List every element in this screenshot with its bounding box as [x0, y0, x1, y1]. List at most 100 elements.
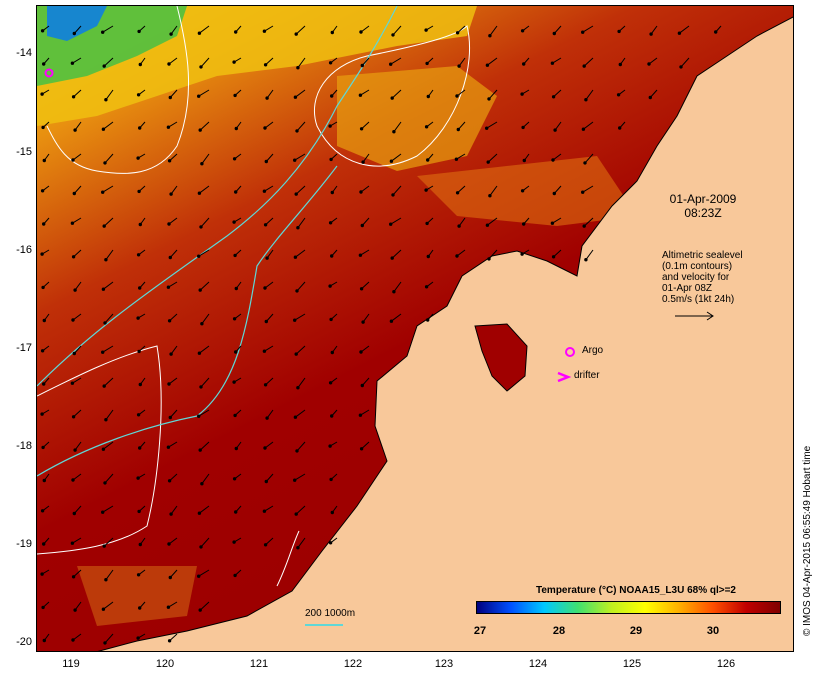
velocity-arrow-head	[520, 252, 524, 256]
velocity-arrow-head	[137, 349, 141, 354]
sealevel-contour	[313, 25, 471, 167]
velocity-arrow-head	[328, 284, 332, 288]
velocity-arrow	[585, 249, 594, 260]
velocity-arrow-head	[264, 159, 269, 164]
velocity-arrow	[295, 25, 306, 35]
velocity-arrow-head	[71, 95, 76, 99]
velocity-arrow-head	[73, 608, 77, 612]
velocity-arrow-head	[262, 509, 267, 513]
sealevel-contour	[46, 6, 189, 174]
velocity-arrow-head	[426, 254, 430, 259]
argo-marker-west	[44, 68, 54, 78]
velocity-arrow-head	[360, 63, 364, 68]
velocity-arrow	[296, 121, 306, 132]
velocity-arrow	[102, 185, 114, 193]
king-sound	[474, 323, 528, 392]
lon-label: 120	[155, 658, 175, 670]
velocity-arrow-head	[199, 65, 203, 69]
velocity-arrow-head	[389, 159, 394, 163]
sealevel-contour	[276, 530, 300, 587]
velocity-arrow	[294, 153, 306, 161]
date-label: 01-Apr-2009	[669, 192, 737, 206]
velocity-arrow-head	[330, 510, 334, 515]
lon-label: 119	[62, 658, 80, 670]
velocity-arrow-head	[234, 30, 238, 34]
velocity-arrow-head	[137, 189, 141, 194]
velocity-arrow-head	[167, 62, 171, 66]
velocity-arrow-head	[264, 479, 269, 484]
velocity-arrow-head	[294, 512, 298, 516]
velocity-arrow-head	[136, 93, 141, 97]
velocity-arrow	[103, 121, 114, 130]
velocity-arrow-head	[455, 191, 460, 195]
velocity-arrow-head	[328, 444, 332, 448]
velocity-arrow-head	[329, 317, 333, 322]
velocity-arrow-head	[232, 380, 236, 384]
velocity-arrow	[200, 537, 210, 548]
velocity-arrow-head	[169, 32, 173, 36]
velocity-arrow-head	[104, 578, 108, 582]
velocity-arrow-head	[168, 575, 173, 580]
velocity-arrow-head	[328, 541, 333, 545]
velocity-arrow-head	[296, 226, 300, 230]
velocity-arrow-head	[102, 224, 106, 228]
velocity-arrow-head	[618, 126, 622, 130]
altimetry-line: Altimetric sealevel	[662, 250, 743, 261]
altimetry-line: 01-Apr 08Z	[662, 283, 713, 294]
velocity-arrow-head	[485, 63, 490, 67]
velocity-arrow-head	[40, 349, 45, 353]
velocity-arrow	[102, 345, 114, 353]
altimetry-line: and velocity for	[662, 272, 730, 283]
velocity-arrow-head	[168, 95, 173, 100]
velocity-arrow-head	[293, 478, 297, 482]
velocity-arrow	[297, 57, 306, 68]
sst-map[interactable]	[36, 5, 794, 652]
velocity-arrow	[104, 313, 114, 324]
velocity-arrow	[390, 217, 402, 225]
velocity-arrow-head	[101, 510, 105, 514]
velocity-arrow-head	[166, 445, 171, 449]
velocity-arrow	[390, 57, 402, 65]
velocity-arrow-head	[102, 544, 106, 548]
velocity-arrow	[103, 377, 114, 387]
velocity-arrow	[295, 249, 306, 258]
velocity-arrow-head	[103, 321, 107, 325]
velocity-arrow-head	[330, 190, 334, 195]
velocity-arrow-head	[199, 545, 203, 549]
orange-patch-mid	[417, 156, 637, 226]
velocity-arrow	[199, 121, 210, 131]
velocity-arrow-head	[137, 509, 141, 514]
velocity-arrow	[583, 121, 594, 130]
velocity-arrow-head	[522, 62, 526, 66]
velocity-arrow-head	[359, 447, 364, 451]
velocity-arrow	[294, 473, 306, 481]
image-date: 01-Apr-2009 08:23Z	[648, 192, 758, 220]
velocity-arrow-head	[581, 190, 585, 194]
velocity-arrow-head	[138, 606, 142, 610]
velocity-arrow-head	[358, 253, 363, 257]
velocity-arrow-head	[522, 158, 526, 163]
velocity-arrow-head	[677, 31, 682, 35]
velocity-arrow-head	[583, 161, 587, 165]
velocity-arrow	[200, 217, 210, 228]
colorbar-tick: 27	[473, 625, 487, 637]
velocity-arrow	[391, 249, 402, 259]
velocity-arrow-head	[166, 285, 171, 289]
velocity-arrow-head	[199, 225, 203, 229]
lat-label: -16	[16, 244, 32, 256]
velocity-arrow-head	[233, 413, 237, 418]
velocity-arrow	[295, 505, 306, 515]
velocity-arrow-head	[263, 63, 268, 67]
velocity-arrow-head	[330, 350, 334, 355]
velocity-arrow-head	[71, 318, 75, 322]
velocity-arrow-head	[232, 220, 236, 224]
velocity-arrow-head	[330, 94, 334, 98]
velocity-arrow-head	[198, 608, 202, 612]
isobath-contour	[37, 6, 398, 387]
velocity-arrow-head	[41, 605, 45, 610]
velocity-arrow-head	[197, 511, 202, 515]
velocity-arrow	[102, 505, 114, 513]
velocity-arrow	[679, 25, 690, 34]
velocity-arrow	[487, 57, 498, 66]
velocity-arrow-head	[103, 161, 107, 165]
